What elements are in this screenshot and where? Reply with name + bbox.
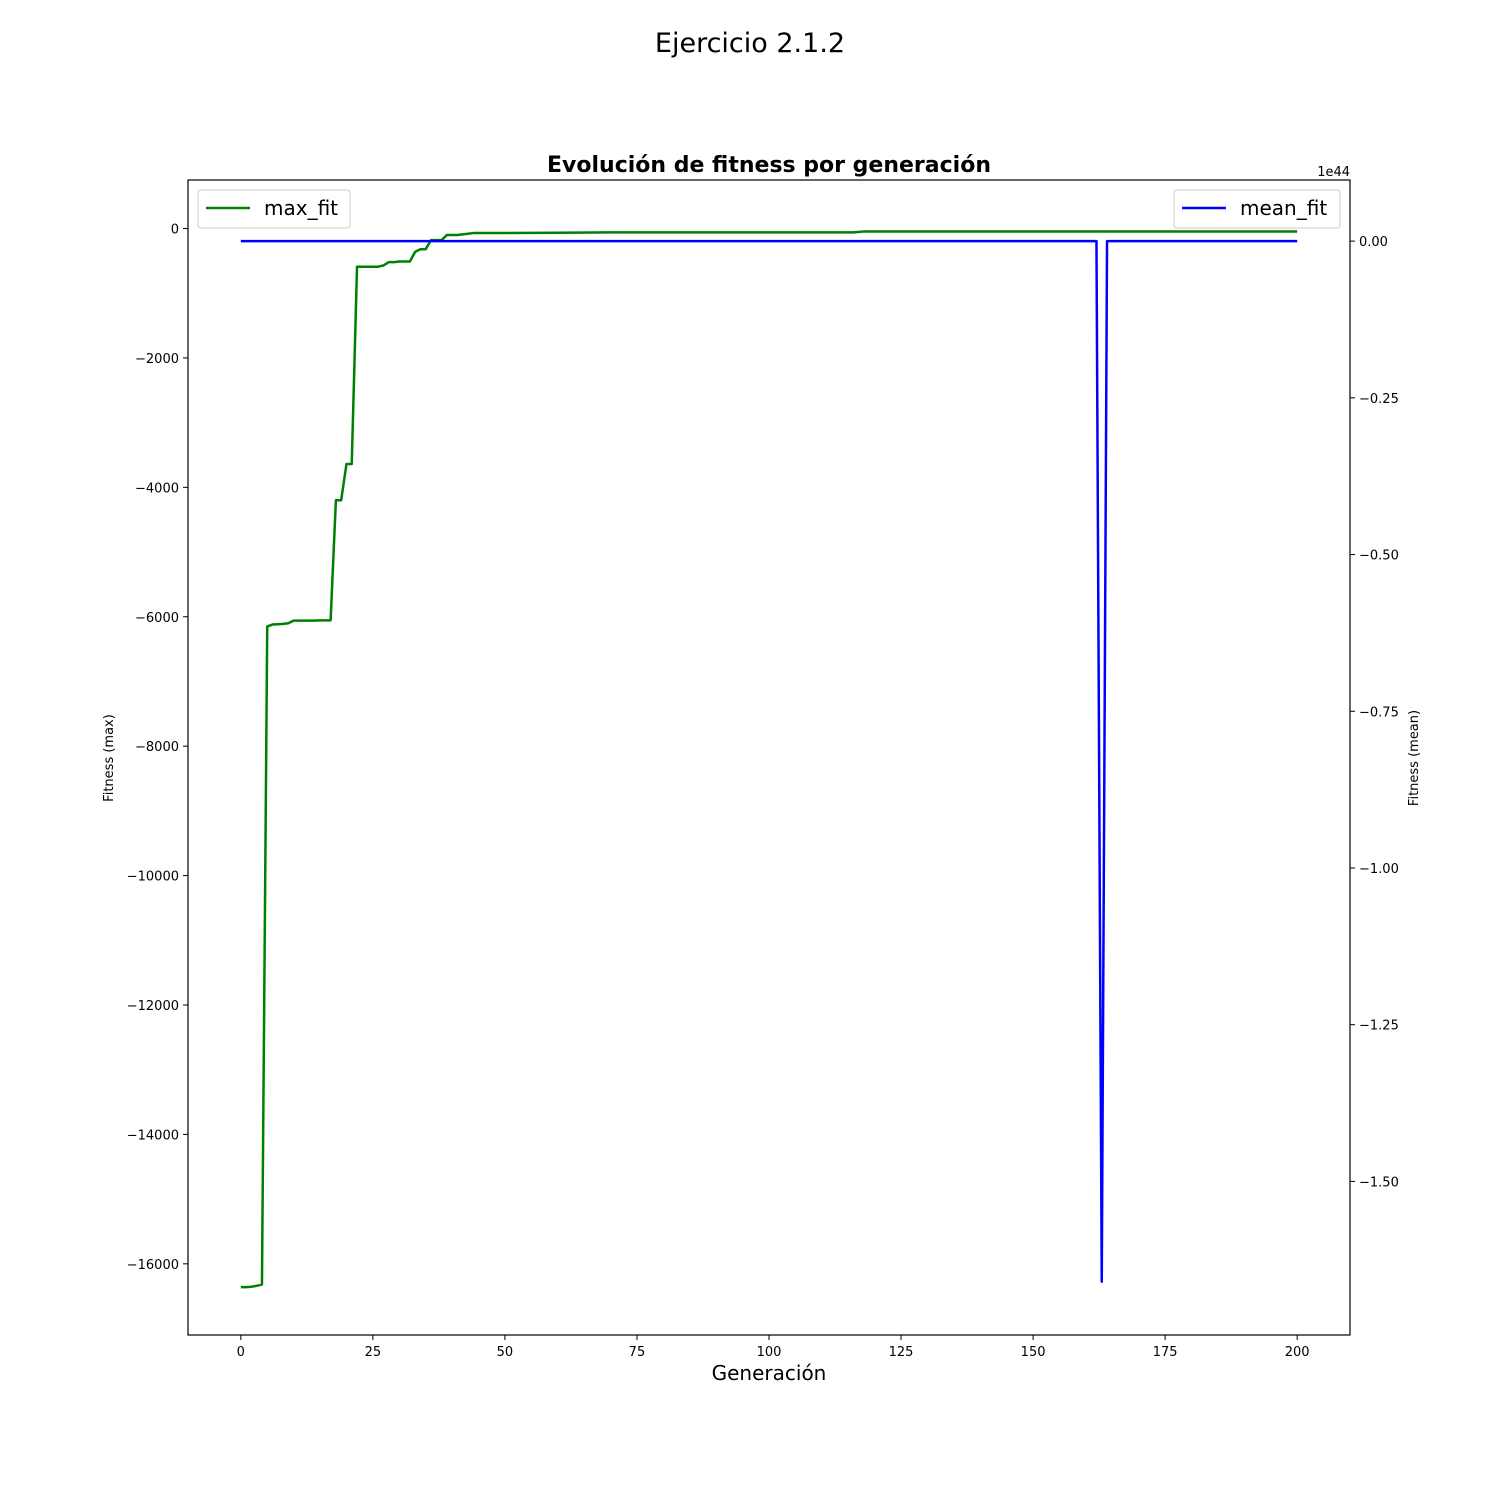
- chart-title: Evolución de fitness por generación: [547, 153, 991, 178]
- x-tick-label: 100: [757, 1345, 782, 1360]
- y-right-axis-label: Fitness (mean): [1407, 710, 1422, 806]
- x-ticks: 0 25 50 75 100 125 150 175 200: [237, 1335, 1310, 1360]
- y-right-tick-label: −1.50: [1359, 1175, 1399, 1190]
- y-right-tick-label: 0.00: [1359, 235, 1388, 250]
- x-tick-label: 200: [1285, 1345, 1310, 1360]
- plot-frame: [187, 179, 1351, 1336]
- legend-right: mean_fit: [1173, 189, 1341, 229]
- right-axis-offset: 1e44: [1317, 165, 1350, 180]
- y-left-tick-label: −12000: [127, 999, 179, 1014]
- legend-left-label: max_fit: [264, 196, 338, 220]
- y-right-tick-label: −1.25: [1359, 1019, 1399, 1034]
- y-left-tick-label: −8000: [135, 740, 179, 755]
- series-line-max-fit: [240, 230, 1298, 1289]
- y-right-tick-label: −0.25: [1359, 392, 1399, 407]
- legend-right-label: mean_fit: [1240, 196, 1327, 220]
- y-left-tick-label: −10000: [127, 870, 179, 885]
- x-tick-label: 50: [497, 1345, 514, 1360]
- x-tick-label: 75: [629, 1345, 646, 1360]
- x-tick-label: 25: [365, 1345, 382, 1360]
- y-left-tick-label: 0: [171, 223, 179, 238]
- x-tick-label: 0: [237, 1345, 245, 1360]
- x-tick-label: 125: [889, 1345, 914, 1360]
- y-left-tick-label: −6000: [135, 611, 179, 626]
- series-layer: [240, 230, 1298, 1289]
- y-left-tick-label: −2000: [135, 352, 179, 367]
- legend-left: max_fit: [197, 189, 351, 229]
- y-right-tick-label: −0.75: [1359, 705, 1399, 720]
- y-left-tick-label: −16000: [127, 1258, 179, 1273]
- series-line-mean-fit: [240, 239, 1298, 1283]
- y-left-axis-label: Fitness (max): [102, 714, 117, 802]
- legend-right-box: [1173, 189, 1341, 229]
- x-tick-label: 150: [1021, 1345, 1046, 1360]
- figure-suptitle: Ejercicio 2.1.2: [655, 28, 845, 59]
- x-axis-label: Generación: [712, 1361, 827, 1385]
- y-left-tick-label: −14000: [127, 1128, 179, 1143]
- y-left-ticks: 0 −2000 −4000 −6000 −8000 −10000 −12000 −14000 −…: [127, 223, 188, 1273]
- x-tick-label: 175: [1153, 1345, 1178, 1360]
- y-right-tick-label: −1.00: [1359, 862, 1399, 877]
- y-right-tick-label: −0.50: [1359, 549, 1399, 564]
- legend-left-box: [197, 189, 351, 229]
- y-right-ticks: 0.00 −0.25 −0.50 −0.75 −1.00 −1.25 −1.50: [1350, 235, 1399, 1190]
- y-left-tick-label: −4000: [135, 481, 179, 496]
